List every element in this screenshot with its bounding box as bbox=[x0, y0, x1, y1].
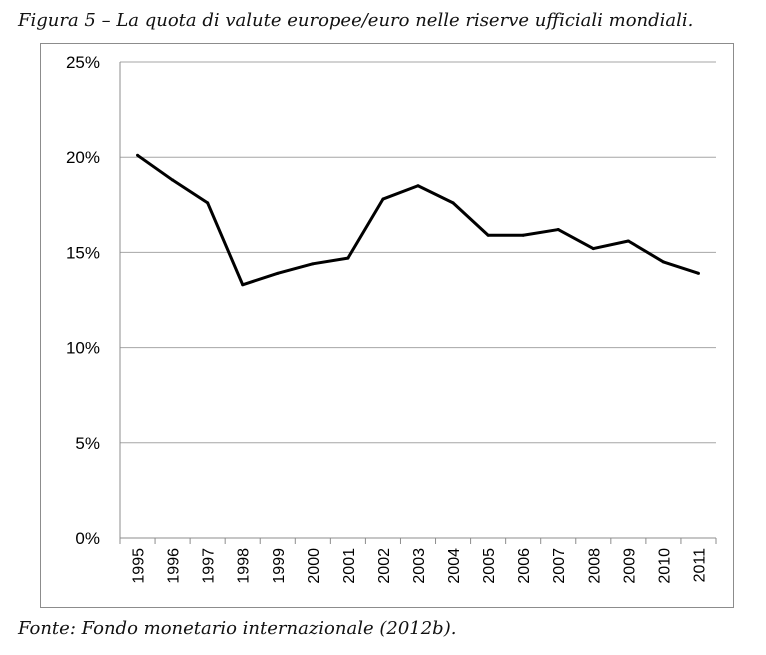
chart-frame bbox=[40, 43, 734, 608]
y-tick-label: 10% bbox=[66, 339, 100, 358]
data-point bbox=[276, 271, 280, 275]
x-tick-label: 2000 bbox=[306, 548, 323, 584]
data-point bbox=[626, 239, 630, 243]
y-tick-label: 15% bbox=[66, 243, 100, 262]
y-tick-label: 5% bbox=[75, 434, 100, 453]
data-point bbox=[696, 271, 700, 275]
data-point bbox=[206, 201, 210, 205]
source-note: Fonte: Fondo monetario internazionale (2… bbox=[18, 618, 457, 639]
data-point bbox=[381, 197, 385, 201]
data-point bbox=[591, 247, 595, 251]
data-point bbox=[136, 153, 140, 157]
y-tick-label: 20% bbox=[66, 148, 100, 167]
data-point bbox=[416, 184, 420, 188]
series-line-0 bbox=[136, 154, 699, 287]
x-tick-label: 1997 bbox=[201, 548, 218, 584]
data-point bbox=[521, 233, 525, 237]
data-point bbox=[486, 233, 490, 237]
data-point bbox=[556, 228, 560, 232]
x-tick-label: 2009 bbox=[621, 548, 638, 584]
x-tick-label: 2011 bbox=[691, 548, 708, 583]
x-tick-label: 1998 bbox=[236, 548, 253, 584]
data-point bbox=[171, 178, 175, 182]
x-tick-label: 2006 bbox=[516, 548, 533, 584]
data-point bbox=[311, 262, 315, 266]
x-tick-label: 1996 bbox=[166, 548, 183, 584]
figure-caption: Figura 5 – La quota di valute europee/eu… bbox=[18, 10, 694, 31]
x-tick-label: 2007 bbox=[551, 548, 568, 584]
x-tick-label: 2004 bbox=[446, 548, 463, 584]
x-tick-label: 2001 bbox=[341, 548, 358, 584]
x-tick-label: 2005 bbox=[481, 548, 498, 584]
x-tick-label: 1995 bbox=[131, 548, 148, 584]
x-tick-label: 2003 bbox=[411, 548, 428, 584]
data-point bbox=[661, 260, 665, 264]
x-tick-label: 2008 bbox=[586, 548, 603, 584]
data-point bbox=[346, 256, 350, 260]
x-tick-label: 2010 bbox=[656, 548, 673, 584]
data-point bbox=[241, 283, 245, 287]
y-tick-label: 0% bbox=[75, 529, 100, 548]
x-tick-label: 2002 bbox=[376, 548, 393, 584]
y-tick-label: 25% bbox=[66, 53, 100, 72]
data-point bbox=[451, 201, 455, 205]
x-tick-label: 1999 bbox=[271, 548, 288, 584]
